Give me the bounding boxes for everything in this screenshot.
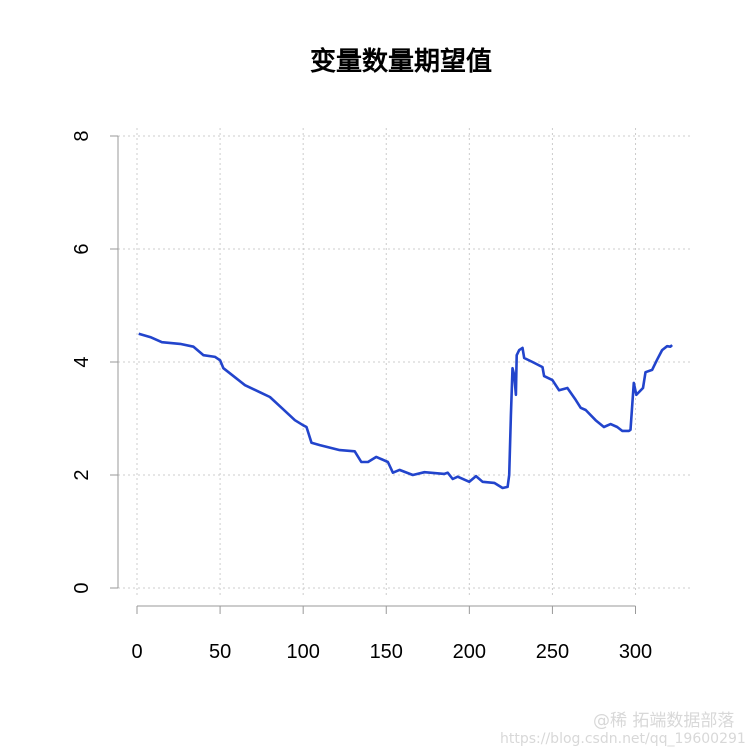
chart-title: 变量数量期望值 [310, 46, 492, 77]
watermark: @稀 拓端数据部落 https://blog.csdn.net/qq_19600… [500, 711, 746, 747]
x-tick-label: 300 [619, 641, 652, 663]
y-tick-label: 0 [71, 582, 93, 593]
x-tick-label: 200 [453, 641, 486, 663]
x-tick-label: 100 [286, 641, 319, 663]
y-tick-label: 6 [71, 243, 93, 254]
watermark-line2: https://blog.csdn.net/qq_19600291 [500, 731, 746, 747]
grid [118, 128, 693, 598]
y-tick-label: 4 [71, 356, 93, 367]
x-tick-label: 150 [370, 641, 403, 663]
y-tick-label: 2 [71, 469, 93, 480]
watermark-line1: @稀 拓端数据部落 [593, 711, 734, 731]
x-tick-label: 250 [536, 641, 569, 663]
x-tick-label: 0 [131, 641, 142, 663]
series [138, 332, 673, 490]
x-tick-label: 50 [209, 641, 231, 663]
axes: 0 50 100 150 200 250 300 0 2 4 6 8 [71, 130, 652, 663]
y-tick-label: 8 [71, 130, 93, 141]
series-line [138, 332, 673, 490]
